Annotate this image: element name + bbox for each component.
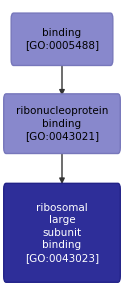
Text: ribonucleoprotein
binding
[GO:0043021]: ribonucleoprotein binding [GO:0043021] xyxy=(16,106,108,141)
FancyBboxPatch shape xyxy=(4,183,120,282)
Text: binding
[GO:0005488]: binding [GO:0005488] xyxy=(25,28,99,50)
FancyBboxPatch shape xyxy=(11,13,113,65)
FancyBboxPatch shape xyxy=(4,94,120,154)
Text: ribosomal
large
subunit
binding
[GO:0043023]: ribosomal large subunit binding [GO:0043… xyxy=(25,203,99,262)
